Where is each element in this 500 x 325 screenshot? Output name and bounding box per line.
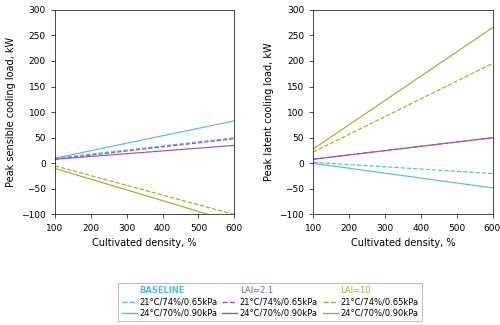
Y-axis label: Peak latent cooling load, kW: Peak latent cooling load, kW bbox=[264, 43, 274, 181]
X-axis label: Cultivated density, %: Cultivated density, % bbox=[350, 238, 455, 248]
Legend: BASELINE, 21°C/74%/0.65kPa, 24°C/70%/0.90kPa, LAI=2.1, 21°C/74%/0.65kPa, 24°C/70: BASELINE, 21°C/74%/0.65kPa, 24°C/70%/0.9… bbox=[118, 283, 422, 321]
X-axis label: Cultivated density, %: Cultivated density, % bbox=[92, 238, 197, 248]
Y-axis label: Peak sensible cooling load, kW: Peak sensible cooling load, kW bbox=[6, 37, 16, 187]
